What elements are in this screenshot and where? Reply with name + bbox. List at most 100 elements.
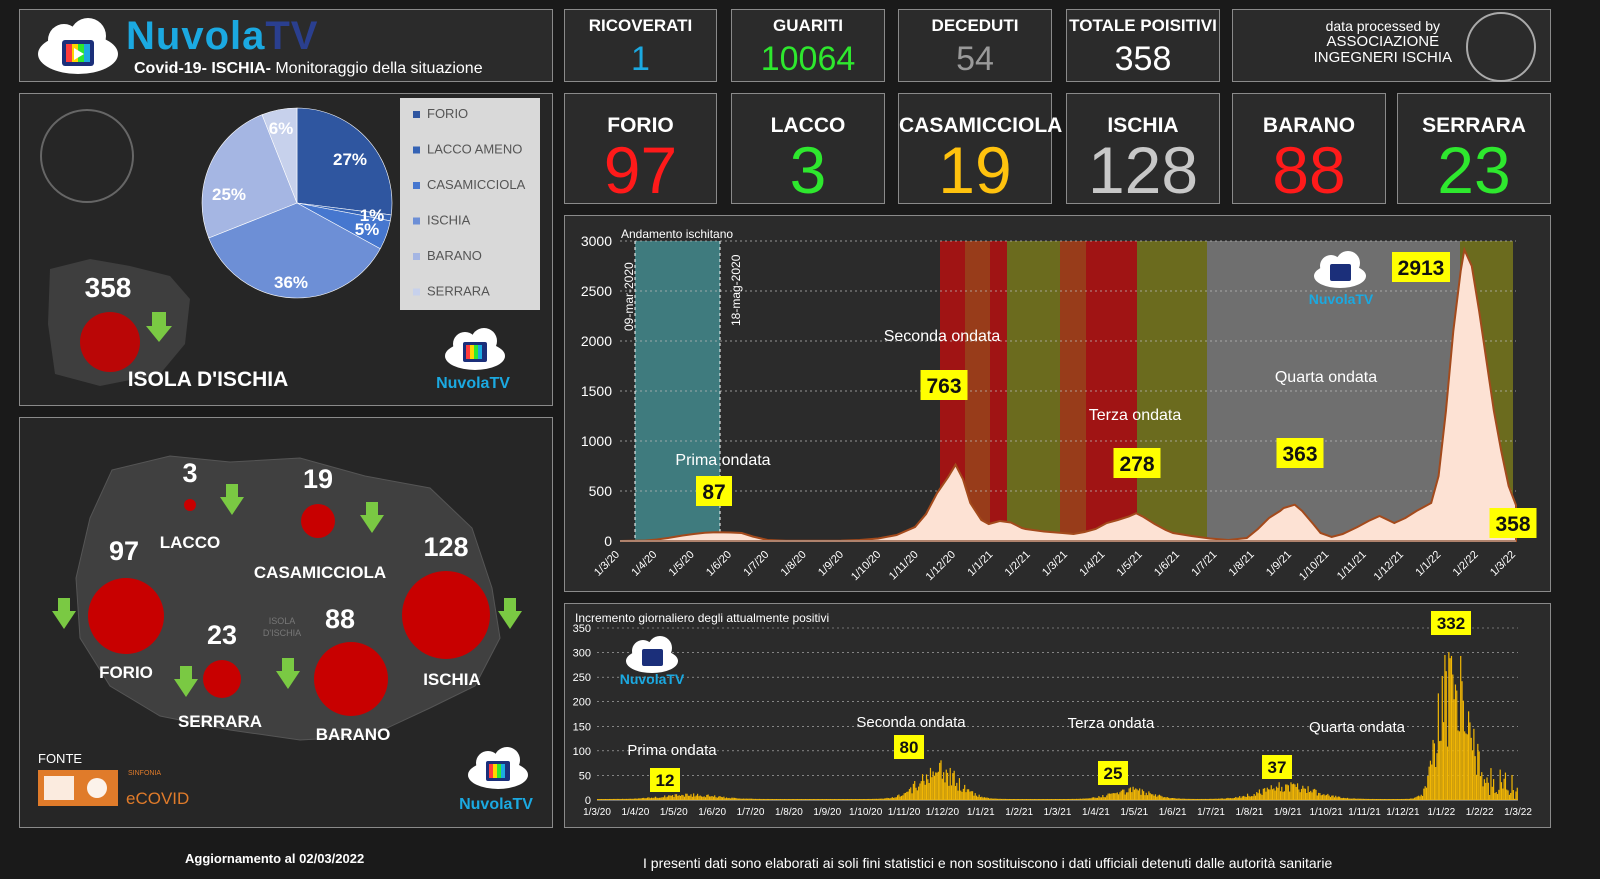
bubble-barano [314,642,388,716]
daily-bar [1033,799,1036,800]
daily-bar [1503,778,1505,800]
pie-chart: 27% 1%5% 36% 25% 6% [201,107,393,299]
daily-bar [923,780,925,800]
daily-bar [1403,798,1405,800]
daily-bar [804,799,807,800]
daily-bar [1039,799,1041,800]
pie-legend: FORIO LACCO AMENO CASAMICCIOLA ISCHIA BARANO… [413,106,526,299]
daily-bar [1514,798,1516,800]
y-tick-label: 2500 [581,283,612,299]
daily-bar [1112,793,1114,800]
daily-bar [904,792,907,800]
daily-bar [1256,792,1258,800]
town-ischia: ISCHIA 128 [1066,93,1220,207]
y-tick-label: 50 [579,770,591,782]
daily-bar [746,798,749,800]
daily-bar [1346,797,1349,800]
daily-bar [943,772,945,800]
daily-bar [1495,792,1497,800]
daily-bar [1249,796,1251,800]
map-name-lacco: LACCO [160,533,220,552]
daily-bar [1114,793,1116,800]
daily-bar [908,789,911,800]
daily-bar [1054,799,1057,800]
daily-bar [1102,795,1104,800]
daily-bar [1156,796,1158,800]
daily-bar [848,799,850,800]
daily-bar [619,798,621,800]
x-tick-label: 1/6/20 [704,549,734,579]
y-tick-label: 150 [573,721,591,733]
daily-bar [786,799,788,800]
daily-bar [1056,799,1058,800]
daily-bar [833,799,836,800]
stat-label: DECEDUTI [931,16,1019,35]
daily-bar [902,795,904,800]
daily-bar [718,796,720,800]
daily-bar [1093,797,1095,800]
y-tick-label: 500 [589,483,613,499]
daily-bar [1236,797,1238,800]
daily-bar [1215,798,1217,800]
daily-bar [1458,731,1460,800]
daily-bar [1316,795,1318,800]
daily-bar [628,798,630,800]
daily-bar [770,798,772,800]
daily-bar [624,798,626,800]
daily-bar [1189,798,1191,800]
nuvola-logo-icon [642,649,663,666]
band-label: 18-mag-2020 [729,254,743,326]
daily-bar [1473,728,1475,800]
daily-bar [946,772,949,800]
daily-bar [1216,798,1218,800]
daily-bar [1137,790,1139,800]
daily-bar [1493,779,1495,800]
daily-bar [720,796,722,800]
daily-bar [639,798,641,800]
daily-bar [1261,794,1263,800]
daily-bar [629,798,632,800]
daily-bar [1048,799,1050,800]
daily-bar [1125,792,1128,800]
daily-bar [974,793,976,800]
daily-bar [728,797,730,800]
daily-bar [631,798,633,800]
daily-bar [850,799,853,800]
daily-bar [1390,799,1392,800]
daily-bar [802,799,804,800]
daily-bar [1066,798,1068,800]
daily-bar [1154,794,1157,800]
daily-bar [932,771,934,800]
daily-bar [1348,798,1350,800]
x-tick-label: 1/9/20 [816,549,846,579]
legend-label: SERRARA [427,284,490,299]
daily-bar [1373,798,1375,800]
daily-bar [874,798,876,800]
daily-bar [781,799,783,800]
daily-bar [982,797,984,800]
daily-bar [632,798,634,800]
daily-bar [756,798,758,800]
value-callout: 87 [702,481,725,504]
total-value: 358 [85,272,132,303]
pie-slice-label: 1% [360,206,385,225]
daily-bar [929,767,932,800]
value-callout-box [696,476,732,506]
daily-bar [1045,799,1047,800]
daily-bar [710,796,712,800]
daily-bar [773,799,775,800]
daily-bar [1062,799,1064,800]
y-tick-label: 1000 [581,433,612,449]
nuvola-logo-icon [1330,264,1351,281]
daily-bar [1141,789,1143,800]
daily-bar [931,777,933,800]
daily-bar [1002,798,1004,800]
daily-bar [1073,798,1075,800]
daily-bar [828,799,830,800]
daily-bar [1281,786,1283,800]
daily-bar [1479,776,1482,800]
stat-deceduti: DECEDUTI 54 [898,9,1052,82]
daily-bar [1233,797,1236,800]
daily-bar [1157,795,1159,800]
daily-bar [824,799,826,800]
